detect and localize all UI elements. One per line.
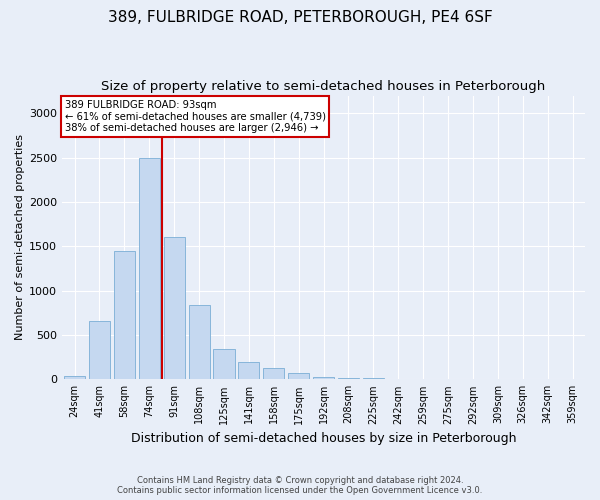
Bar xyxy=(139,158,160,380)
Bar xyxy=(238,362,259,380)
Bar xyxy=(164,238,185,380)
Bar xyxy=(114,250,135,380)
Bar xyxy=(313,376,334,380)
Bar xyxy=(263,368,284,380)
Bar xyxy=(89,321,110,380)
X-axis label: Distribution of semi-detached houses by size in Peterborough: Distribution of semi-detached houses by … xyxy=(131,432,517,445)
Bar xyxy=(188,305,209,380)
Bar xyxy=(338,378,359,380)
Bar xyxy=(64,376,85,380)
Bar xyxy=(288,373,309,380)
Text: 389 FULBRIDGE ROAD: 93sqm
← 61% of semi-detached houses are smaller (4,739)
38% : 389 FULBRIDGE ROAD: 93sqm ← 61% of semi-… xyxy=(65,100,326,133)
Text: 389, FULBRIDGE ROAD, PETERBOROUGH, PE4 6SF: 389, FULBRIDGE ROAD, PETERBOROUGH, PE4 6… xyxy=(107,10,493,25)
Text: Contains HM Land Registry data © Crown copyright and database right 2024.
Contai: Contains HM Land Registry data © Crown c… xyxy=(118,476,482,495)
Title: Size of property relative to semi-detached houses in Peterborough: Size of property relative to semi-detach… xyxy=(101,80,546,93)
Bar xyxy=(214,348,235,380)
Bar xyxy=(363,378,384,380)
Y-axis label: Number of semi-detached properties: Number of semi-detached properties xyxy=(15,134,25,340)
